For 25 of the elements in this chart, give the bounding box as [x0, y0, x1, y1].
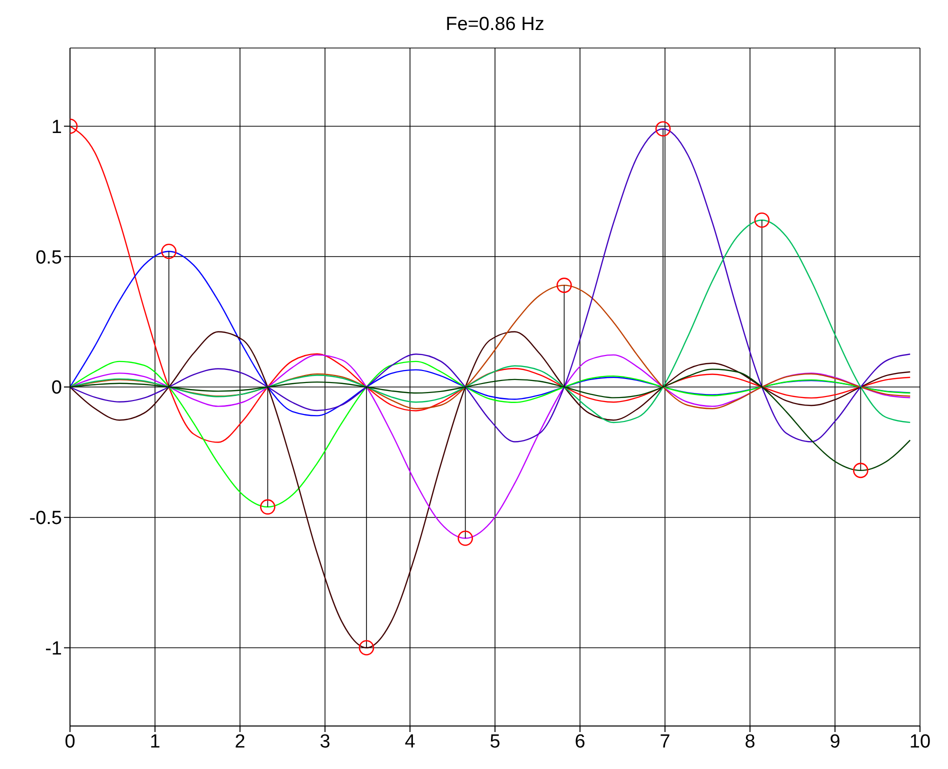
x-tick-label: 2 — [234, 731, 246, 752]
point — [358, 640, 374, 656]
y-tick-label: -0.5 — [29, 508, 62, 530]
x-tick-label: 8 — [744, 731, 756, 752]
point — [853, 462, 868, 478]
y-tick-label: 0.5 — [36, 247, 62, 268]
x-tick-label: 0 — [64, 731, 76, 752]
y-tick-label: 0 — [51, 378, 62, 399]
x-tick-label: 10 — [909, 731, 931, 752]
x-tick-label: 3 — [320, 731, 330, 752]
y-tick-label: 1 — [51, 116, 62, 138]
x-tick-label: 4 — [404, 731, 416, 752]
point — [260, 499, 276, 515]
y-tick-label: -1 — [45, 638, 62, 660]
point — [754, 212, 770, 228]
x-tick-label: 7 — [660, 731, 670, 752]
x-tick-label: 1 — [150, 731, 160, 752]
point — [655, 121, 671, 136]
x-tick-label: 5 — [490, 731, 500, 752]
point — [458, 530, 473, 546]
point — [556, 278, 572, 293]
x-tick-label: 6 — [574, 731, 586, 752]
point — [161, 244, 177, 260]
chart-title: Fe=0.86 Hz — [444, 14, 546, 36]
x-tick-label: 9 — [830, 731, 840, 752]
